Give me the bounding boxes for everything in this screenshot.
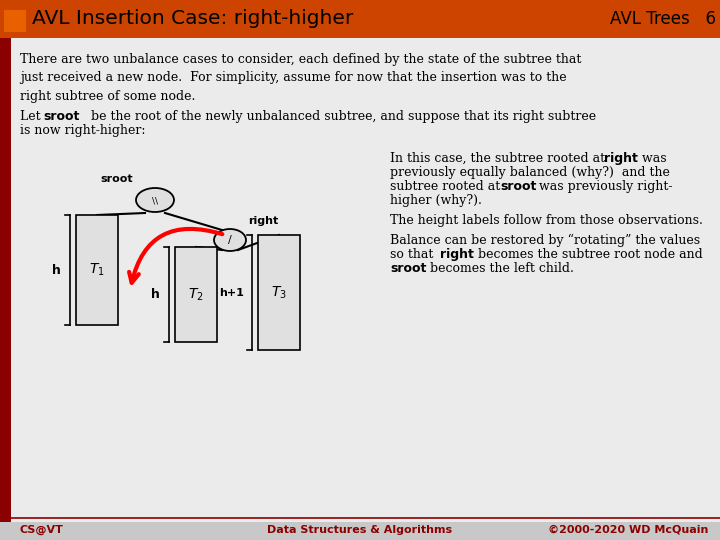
- Text: sroot: sroot: [390, 262, 426, 275]
- Ellipse shape: [214, 229, 246, 251]
- Text: The height labels follow from those observations.: The height labels follow from those obse…: [390, 214, 703, 227]
- Text: Data Structures & Algorithms: Data Structures & Algorithms: [267, 525, 453, 535]
- Text: previously equally balanced (why?)  and the: previously equally balanced (why?) and t…: [390, 166, 670, 179]
- Text: was: was: [638, 152, 667, 165]
- Text: becomes the subtree root node and: becomes the subtree root node and: [474, 248, 703, 261]
- Text: AVL Trees   6: AVL Trees 6: [610, 10, 716, 28]
- Text: right: right: [604, 152, 638, 165]
- Text: h: h: [150, 288, 159, 301]
- Text: sroot: sroot: [500, 180, 536, 193]
- Text: was previously right-: was previously right-: [535, 180, 672, 193]
- Text: sroot: sroot: [43, 110, 79, 123]
- Bar: [76, 215, 118, 325]
- Text: $\backslash\backslash$: $\backslash\backslash$: [151, 194, 159, 206]
- Bar: [0, 38, 11, 522]
- Text: is now right-higher:: is now right-higher:: [20, 124, 145, 137]
- Text: right: right: [440, 248, 474, 261]
- Text: h: h: [52, 264, 60, 276]
- Bar: [11, 38, 720, 522]
- Text: $T_1$: $T_1$: [89, 262, 105, 278]
- Text: higher (why?).: higher (why?).: [390, 194, 482, 207]
- Text: sroot: sroot: [100, 174, 133, 184]
- Text: /: /: [228, 235, 232, 245]
- Text: subtree rooted at: subtree rooted at: [390, 180, 504, 193]
- Text: $T_3$: $T_3$: [271, 284, 287, 301]
- Bar: [175, 247, 217, 342]
- Text: Let: Let: [20, 110, 45, 123]
- Bar: [258, 235, 300, 350]
- Text: so that: so that: [390, 248, 437, 261]
- Text: $T_2$: $T_2$: [188, 286, 204, 303]
- Bar: [0, 0, 720, 38]
- Text: becomes the left child.: becomes the left child.: [426, 262, 574, 275]
- Text: be the root of the newly unbalanced subtree, and suppose that its right subtree: be the root of the newly unbalanced subt…: [87, 110, 596, 123]
- Bar: [4, 10, 26, 32]
- Ellipse shape: [136, 188, 174, 212]
- Text: CS@VT: CS@VT: [20, 525, 64, 535]
- Text: h+1: h+1: [220, 287, 244, 298]
- Text: In this case, the subtree rooted at: In this case, the subtree rooted at: [390, 152, 609, 165]
- Text: Balance can be restored by “rotating” the values: Balance can be restored by “rotating” th…: [390, 234, 700, 247]
- Text: AVL Insertion Case: right-higher: AVL Insertion Case: right-higher: [32, 10, 354, 29]
- Text: There are two unbalance cases to consider, each defined by the state of the subt: There are two unbalance cases to conside…: [20, 53, 581, 103]
- Text: right: right: [248, 216, 278, 226]
- Text: ©2000-2020 WD McQuain: ©2000-2020 WD McQuain: [548, 525, 708, 535]
